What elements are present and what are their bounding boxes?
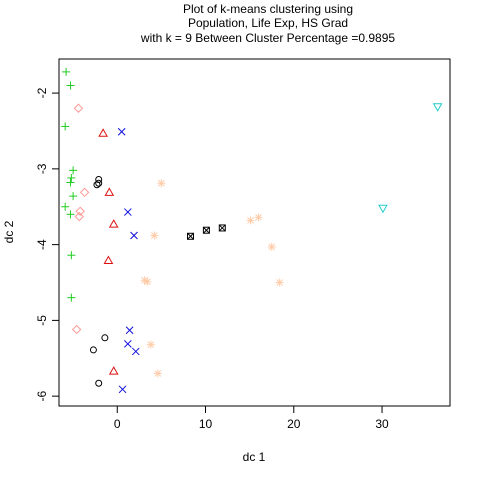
data-point-star — [146, 340, 155, 349]
data-point-plus — [66, 178, 75, 187]
y-tick-label: -5 — [35, 315, 49, 326]
data-point-plus — [67, 173, 76, 182]
y-tick-label: -6 — [35, 390, 49, 401]
plot-frame — [58, 58, 451, 407]
data-point-plus — [62, 67, 71, 76]
y-tick-label: -3 — [35, 163, 49, 174]
data-point-circle — [95, 179, 103, 187]
x-tick-label: 20 — [287, 417, 301, 431]
data-point-plus — [69, 166, 78, 175]
data-point-diamond — [75, 206, 85, 216]
data-point-star — [140, 276, 149, 285]
data-point-plus — [67, 251, 76, 260]
data-point-square-x — [218, 224, 226, 232]
data-point-cross — [117, 127, 126, 136]
y-axis: -2 -3 -4 -5 -6 — [35, 87, 60, 401]
y-tick-label: -4 — [35, 239, 49, 250]
data-point-diamond — [74, 211, 85, 222]
x-tick-label: 0 — [114, 417, 121, 431]
data-point-triangle-up — [104, 187, 115, 196]
chart-title-line-3: with k = 9 Between Cluster Percentage =0… — [140, 31, 395, 45]
data-point-triangle-up — [103, 255, 114, 265]
data-point-circle — [89, 346, 97, 354]
data-point-cross — [123, 208, 132, 216]
data-point-star — [150, 231, 159, 240]
data-point-triangle-up — [108, 219, 119, 228]
x-axis-label: dc 1 — [243, 450, 266, 464]
data-point-star — [254, 213, 263, 222]
data-point-triangle-down — [378, 204, 388, 214]
data-point-star — [275, 278, 284, 287]
x-tick-label: 10 — [199, 417, 213, 431]
data-point-cross — [125, 326, 134, 335]
data-point-triangle-down — [432, 103, 443, 112]
data-point-star — [157, 179, 166, 188]
data-point-plus — [66, 210, 75, 219]
data-point-triangle-up — [98, 128, 108, 137]
data-point-plus — [61, 202, 70, 211]
data-point-square-x — [202, 226, 210, 234]
data-point-cross — [118, 385, 127, 394]
y-axis-label: dc 2 — [2, 220, 16, 243]
data-point-triangle-up — [108, 366, 119, 375]
data-point-circle — [93, 181, 101, 189]
chart-title-line-1: Plot of k-means clustering using — [183, 2, 353, 16]
y-tick-label: -2 — [35, 87, 49, 98]
data-points — [61, 67, 443, 394]
data-point-circle — [95, 379, 103, 387]
data-point-diamond — [71, 324, 82, 335]
data-point-plus — [67, 293, 76, 302]
chart-title-line-2: Population, Life Exp, HS Grad — [188, 16, 348, 30]
data-point-square-x — [187, 232, 195, 240]
data-point-plus — [69, 192, 78, 201]
data-point-star — [246, 216, 255, 225]
data-point-diamond — [79, 187, 90, 198]
data-point-plus — [66, 81, 75, 90]
data-point-star — [153, 369, 162, 378]
data-point-star — [267, 242, 276, 251]
data-point-plus — [61, 122, 70, 131]
data-point-diamond — [73, 103, 84, 113]
x-tick-label: 30 — [375, 417, 389, 431]
data-point-cross — [130, 231, 138, 240]
x-axis: 0 10 20 30 — [114, 405, 389, 431]
data-point-cross — [123, 340, 132, 348]
data-point-circle — [101, 334, 109, 342]
data-point-cross — [131, 347, 140, 356]
